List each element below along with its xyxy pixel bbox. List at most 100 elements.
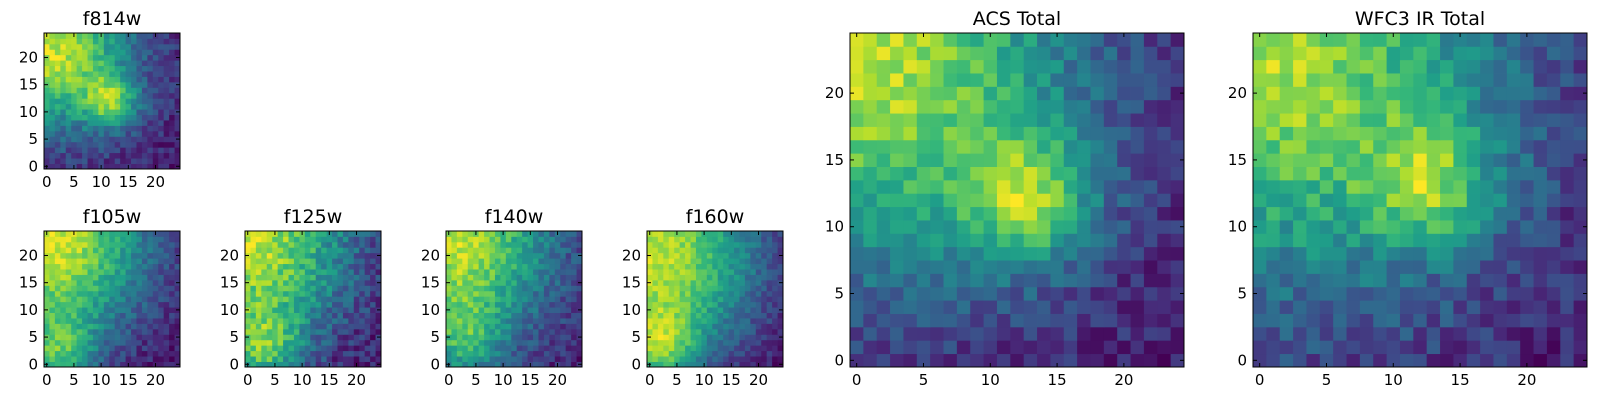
heatmap-cell (761, 323, 768, 330)
heatmap-cell (890, 46, 904, 61)
heatmap-cell (456, 236, 463, 243)
heatmap-cell (505, 328, 512, 335)
heatmap-cell (1117, 193, 1131, 208)
heatmap-cell (293, 236, 300, 243)
heatmap-cell (87, 263, 94, 270)
heatmap-cell (1010, 286, 1025, 301)
heatmap-cell (1426, 33, 1441, 47)
heatmap-cell (1346, 233, 1361, 248)
heatmap-cell (1050, 206, 1065, 221)
heatmap-cell (332, 231, 338, 237)
heatmap-cell (1319, 33, 1334, 47)
heatmap-cell (956, 300, 971, 314)
heatmap-cell (473, 285, 480, 292)
heatmap-cell (983, 139, 998, 154)
heatmap-cell (332, 279, 338, 286)
heatmap-cell (125, 318, 132, 324)
heatmap-cell (717, 263, 724, 270)
heatmap-cell (772, 323, 778, 330)
heatmap-cell (668, 334, 675, 341)
heatmap-cell (1319, 193, 1334, 208)
heatmap-cell (54, 339, 61, 346)
heatmap-cell (451, 312, 458, 319)
heatmap-cell (147, 109, 154, 115)
heatmap-cell (147, 312, 154, 319)
heatmap-cell (136, 98, 143, 105)
heatmap-cell (342, 301, 349, 308)
heatmap-cell (76, 130, 83, 137)
heatmap-cell (1493, 179, 1508, 194)
heatmap-cell (332, 247, 338, 254)
heatmap-cell (342, 296, 349, 303)
heatmap-cell (1143, 300, 1158, 314)
heatmap-cell (554, 247, 561, 254)
heatmap-cell (353, 290, 360, 297)
heatmap-cell (930, 260, 944, 274)
heatmap-cell (44, 350, 50, 357)
heatmap-cell (560, 361, 567, 368)
heatmap-cell (1157, 99, 1172, 114)
heatmap-cell (1426, 46, 1441, 61)
heatmap-cell (370, 328, 376, 335)
heatmap-cell (903, 313, 918, 328)
heatmap-cell (71, 274, 78, 281)
heatmap-cell (125, 43, 132, 50)
heatmap-cell (65, 361, 72, 368)
heatmap-cell (44, 38, 50, 45)
heatmap-cell (1253, 113, 1267, 127)
heatmap-cell (1440, 353, 1454, 368)
heatmap-cell (1359, 260, 1374, 274)
heatmap-cell (163, 81, 170, 88)
heatmap-cell (712, 301, 719, 308)
heatmap-cell (489, 312, 496, 319)
heatmap-cell (930, 139, 944, 154)
y-tick-label: 10 (19, 103, 38, 121)
heatmap-cell (82, 236, 88, 243)
heatmap-cell (970, 220, 984, 234)
heatmap-cell (744, 323, 751, 330)
heatmap-cell (65, 252, 72, 259)
heatmap-cell (538, 269, 545, 275)
heatmap-cell (98, 263, 105, 270)
heatmap-cell (1279, 246, 1294, 261)
heatmap-cell (114, 103, 121, 110)
heatmap-cell (82, 76, 88, 83)
heatmap-cell (87, 103, 94, 110)
heatmap-cell (136, 318, 143, 324)
heatmap-cell (734, 339, 740, 346)
heatmap-cell (1117, 286, 1131, 301)
heatmap-cell (147, 98, 154, 105)
heatmap-cell (1399, 340, 1414, 355)
heatmap-cell (538, 328, 545, 335)
heatmap-cell (315, 274, 322, 281)
heatmap-cell (863, 206, 878, 221)
heatmap-cell (647, 339, 653, 346)
heatmap-cell (996, 59, 1011, 74)
heatmap-cell (890, 220, 904, 234)
heatmap-cell (761, 252, 768, 259)
heatmap-cell (87, 141, 94, 148)
heatmap-cell (1037, 86, 1051, 101)
heatmap-cell (169, 98, 175, 105)
heatmap-cell (565, 356, 572, 362)
heatmap-cell (863, 113, 878, 127)
heatmap-cell (728, 274, 735, 281)
heatmap-cell (1010, 313, 1025, 328)
heatmap-cell (315, 263, 322, 270)
heatmap-cell (728, 307, 735, 313)
heatmap-cell (1050, 286, 1065, 301)
heatmap-cell (87, 241, 94, 248)
heatmap-cell (538, 231, 545, 237)
heatmap-cell (970, 340, 984, 355)
heatmap-cells (44, 33, 181, 170)
heatmap-cell (304, 345, 311, 352)
heatmap-cell (353, 279, 360, 286)
heatmap-cell (930, 153, 944, 167)
heatmap-cell (1440, 153, 1454, 167)
heatmap-cell (277, 328, 284, 335)
heatmap-cell (71, 323, 78, 330)
heatmap-cell (136, 307, 143, 313)
heatmap-cell (364, 312, 371, 319)
heatmap-cell (1130, 126, 1145, 141)
heatmap-cell (245, 356, 251, 362)
